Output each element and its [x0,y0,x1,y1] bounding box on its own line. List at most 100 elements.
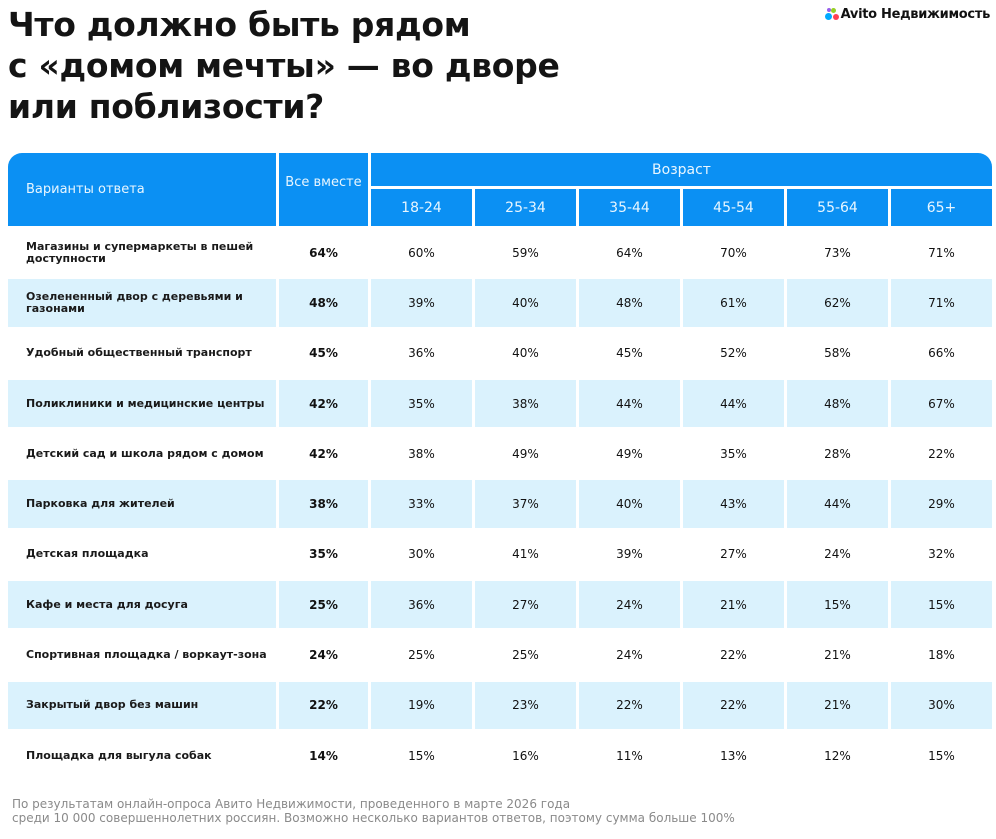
cell-value: 22% [720,648,747,663]
header-options: Варианты ответа [8,153,276,226]
cell-value: 36% [371,581,472,629]
cell-value: 24% [579,581,680,629]
cell-value: 40% [512,346,539,361]
cell-value: 67% [891,379,992,428]
cell-value: 71% [891,279,992,327]
cell-value: 21% [683,581,784,629]
cell-all: 45% [309,346,338,361]
cell-value: 64% [616,245,643,260]
cell-value: 33% [371,480,472,528]
cell-value: 38% [408,446,435,461]
cell-value: 71% [928,245,955,260]
cell-value: 15% [408,748,435,763]
title-line: с «домом мечты» — во дворе [8,46,560,85]
row-label: Парковка для жителей [8,480,276,528]
cell-value: 49% [616,446,643,461]
header-age-25-34: 25-34 [475,189,576,226]
avito-dots-icon [824,8,839,21]
cell-value: 66% [928,346,955,361]
cell-value: 62% [787,279,888,327]
header-all: Все вместе [279,153,368,226]
cell-value: 24% [616,648,643,663]
cell-value: 48% [579,279,680,327]
cell-value: 22% [683,681,784,729]
cell-value: 22% [579,681,680,729]
cell-value: 24% [824,547,851,562]
cell-value: 43% [683,480,784,528]
cell-value: 44% [579,379,680,428]
row-label: Спортивная площадка / воркаут-зона [26,648,267,662]
cell-value: 11% [616,748,643,763]
cell-value: 19% [371,681,472,729]
row-label: Закрытый двор без машин [8,681,276,729]
cell-value: 58% [824,346,851,361]
cell-value: 21% [787,681,888,729]
cell-value: 25% [408,648,435,663]
cell-value: 16% [512,748,539,763]
cell-value: 59% [512,245,539,260]
row-label: Магазины и супермаркеты в пешей доступно… [26,239,254,265]
cell-value: 36% [408,346,435,361]
footnote-line: По результатам онлайн-опроса Авито Недви… [12,797,571,811]
avito-logo: Avito Недвижимость [824,7,991,22]
page-title: Что должно быть рядом с «домом мечты» — … [8,4,708,127]
row-label: Кафе и места для досуга [8,581,276,629]
cell-all: 38% [279,480,368,528]
row-label: Площадка для выгула собак [26,748,212,762]
row-label: Поликлиники и медицинские центры [8,379,276,428]
cell-value: 35% [371,379,472,428]
cell-value: 61% [683,279,784,327]
cell-value: 25% [512,648,539,663]
cell-value: 28% [824,446,851,461]
header-age-35-44: 35-44 [579,189,680,226]
logo-text: Avito Недвижимость [840,7,991,22]
cell-value: 52% [720,346,747,361]
footnote: По результатам онлайн-опроса Авито Недви… [12,797,735,825]
cell-value: 73% [824,245,851,260]
cell-value: 44% [787,480,888,528]
cell-value: 18% [928,648,955,663]
title-line: Что должно быть рядом [8,5,471,44]
cell-all: 25% [279,581,368,629]
cell-value: 23% [475,681,576,729]
title-line: или поблизости? [8,87,325,126]
header-age-45-54: 45-54 [683,189,784,226]
cell-value: 39% [616,547,643,562]
cell-value: 15% [891,581,992,629]
cell-all: 42% [279,379,368,428]
header-age-18-24: 18-24 [371,189,472,226]
cell-all: 42% [309,446,338,461]
results-table: Варианты ответа Все вместе Возраст 18-24… [8,153,992,779]
cell-value: 22% [928,446,955,461]
cell-all: 35% [309,547,338,562]
cell-all: 48% [279,279,368,327]
cell-value: 49% [512,446,539,461]
cell-value: 21% [824,648,851,663]
cell-value: 38% [475,379,576,428]
header-age-group: Возраст [371,153,992,186]
cell-all: 14% [309,748,338,763]
row-label: Детский сад и школа рядом с домом [26,446,264,460]
cell-value: 48% [787,379,888,428]
cell-value: 35% [720,446,747,461]
cell-value: 40% [579,480,680,528]
cell-value: 44% [683,379,784,428]
cell-value: 15% [928,748,955,763]
cell-value: 32% [928,547,955,562]
cell-value: 27% [720,547,747,562]
cell-value: 13% [720,748,747,763]
cell-value: 70% [720,245,747,260]
cell-value: 12% [824,748,851,763]
row-label: Озелененный двор с деревьями и газонами [8,279,276,327]
header-age-65-plus: 65+ [891,189,992,226]
row-label: Детская площадка [26,547,149,561]
cell-all: 24% [309,648,338,663]
footnote-line: среди 10 000 совершеннолетних россиян. В… [12,811,735,825]
cell-value: 29% [891,480,992,528]
cell-value: 30% [408,547,435,562]
cell-value: 60% [408,245,435,260]
cell-all: 22% [279,681,368,729]
cell-value: 45% [616,346,643,361]
cell-value: 37% [475,480,576,528]
header-age-55-64: 55-64 [787,189,888,226]
